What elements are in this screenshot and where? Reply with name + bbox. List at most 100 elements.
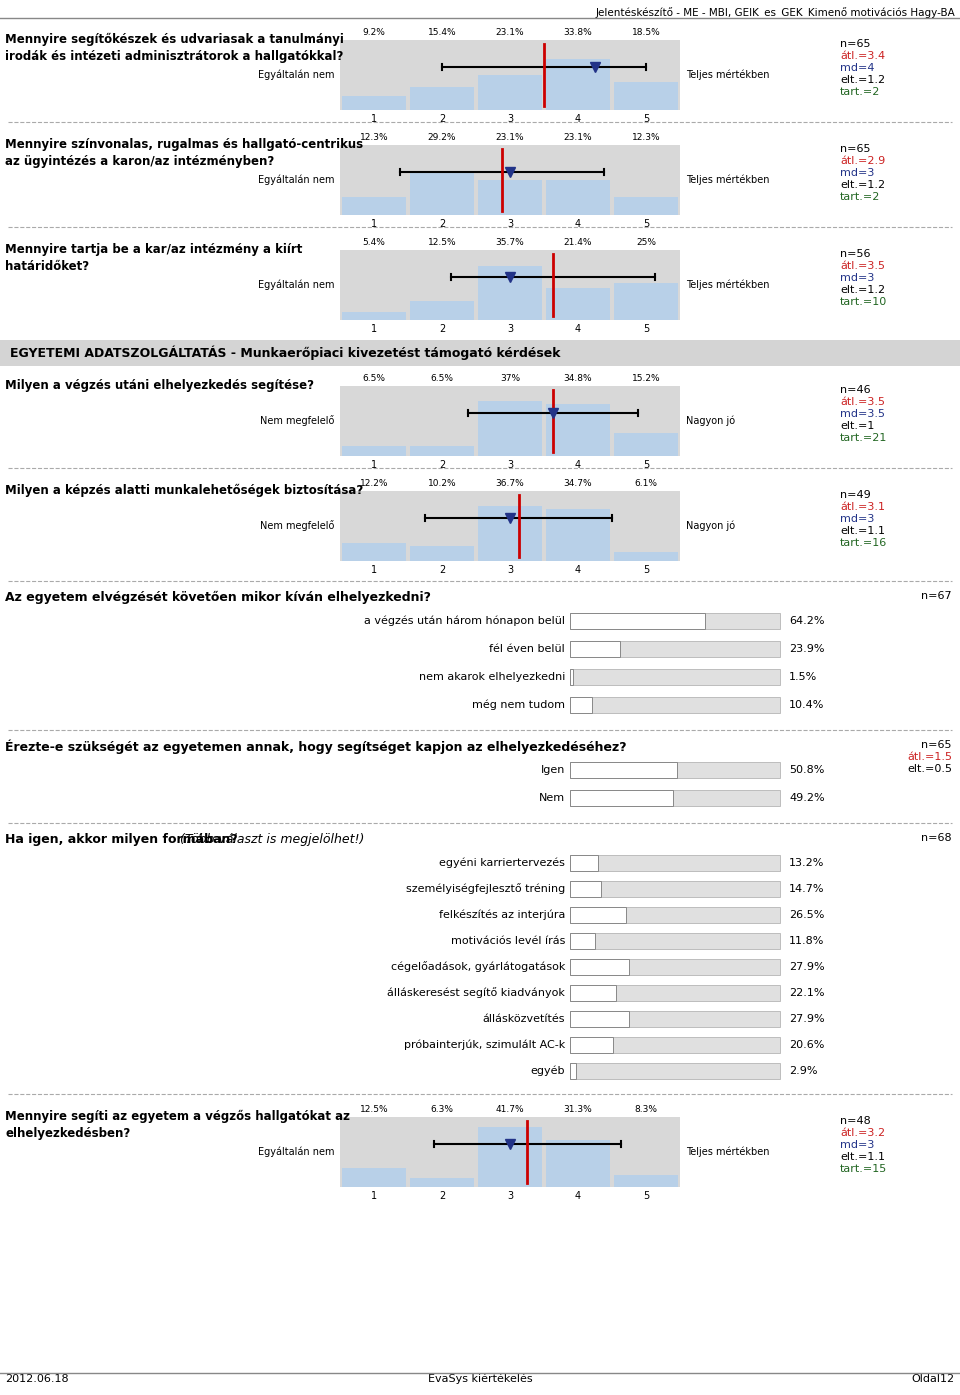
Text: 12.3%: 12.3% [360, 133, 388, 142]
Bar [340, 145, 680, 215]
Bar [570, 698, 780, 713]
Text: Az egyetem elvégzését követően mikor kíván elhelyezkedni?: Az egyetem elvégzését követően mikor kív… [5, 591, 431, 604]
Text: 1: 1 [371, 565, 377, 575]
Text: Nagyon jó: Nagyon jó [686, 520, 735, 531]
Text: Egyáltalán nem: Egyáltalán nem [257, 1147, 334, 1158]
Bar [342, 1168, 406, 1187]
Text: 5: 5 [643, 219, 649, 229]
Text: állásközvetítés: állásközvetítés [483, 1014, 565, 1024]
Text: 23.1%: 23.1% [564, 133, 592, 142]
Text: n=65: n=65 [922, 739, 952, 751]
Text: 5: 5 [643, 324, 649, 333]
Bar [570, 1063, 576, 1078]
Text: elt.=1: elt.=1 [840, 421, 875, 431]
Bar [570, 855, 598, 870]
Text: próbainterjúk, szimulált AC-k: próbainterjúk, szimulált AC-k [404, 1039, 565, 1050]
Bar [570, 640, 780, 657]
Text: 11.8%: 11.8% [789, 936, 825, 946]
Text: 37%: 37% [500, 374, 520, 384]
Bar [570, 698, 591, 713]
Text: 3: 3 [507, 324, 513, 333]
Text: átl.=3.4: átl.=3.4 [840, 52, 885, 61]
Bar [478, 506, 542, 561]
Text: elt.=0.5: elt.=0.5 [907, 764, 952, 774]
Text: Ha igen, akkor milyen formában?: Ha igen, akkor milyen formában? [5, 833, 238, 845]
Bar [546, 180, 610, 215]
Text: Nem megfelelő: Nem megfelelő [259, 520, 334, 531]
Text: 1: 1 [371, 1191, 377, 1201]
Text: 2: 2 [439, 219, 445, 229]
Bar [410, 301, 474, 319]
Bar [570, 1011, 780, 1027]
Text: 26.5%: 26.5% [789, 910, 825, 919]
Text: Jelentéskészítő - ME - MBI, GEIK_es_GEK_Kimenő motivációs Hagy-BA: Jelentéskészítő - ME - MBI, GEIK_es_GEK_… [595, 7, 955, 20]
Text: n=46: n=46 [840, 385, 871, 395]
Text: Nem: Nem [539, 792, 565, 804]
Bar [570, 612, 705, 629]
Text: Teljes mértékben: Teljes mértékben [686, 1147, 770, 1158]
Bar [410, 172, 474, 215]
Text: n=49: n=49 [840, 490, 871, 499]
Text: egyéni karriertervezés: egyéni karriertervezés [439, 858, 565, 868]
Bar [614, 552, 678, 561]
Text: fél éven belül: fél éven belül [490, 644, 565, 654]
Text: 5: 5 [643, 1191, 649, 1201]
Text: 14.7%: 14.7% [789, 884, 825, 894]
Bar [570, 907, 626, 923]
Bar [478, 75, 542, 110]
Text: átl.=3.5: átl.=3.5 [840, 398, 885, 407]
Text: 29.2%: 29.2% [428, 133, 456, 142]
Text: 5: 5 [643, 114, 649, 124]
Text: elt.=1.1: elt.=1.1 [840, 526, 885, 536]
Text: Egyáltalán nem: Egyáltalán nem [257, 174, 334, 186]
Text: 27.9%: 27.9% [789, 1014, 825, 1024]
Text: 3: 3 [507, 1191, 513, 1201]
Text: nem akarok elhelyezkedni: nem akarok elhelyezkedni [419, 672, 565, 682]
Text: Egyáltalán nem: Egyáltalán nem [257, 280, 334, 290]
Bar [570, 762, 780, 778]
Text: tart.=10: tart.=10 [840, 297, 887, 307]
Bar [570, 670, 573, 685]
Bar [342, 543, 406, 561]
Text: 10.2%: 10.2% [428, 478, 456, 488]
Text: 23.1%: 23.1% [495, 133, 524, 142]
Text: 3: 3 [507, 460, 513, 470]
Text: 6.3%: 6.3% [430, 1105, 453, 1115]
Text: 2: 2 [439, 114, 445, 124]
Text: személyiségfejlesztő tréning: személyiségfejlesztő tréning [406, 883, 565, 894]
Text: tart.=2: tart.=2 [840, 193, 880, 202]
Text: 50.8%: 50.8% [789, 764, 825, 776]
Text: n=68: n=68 [922, 833, 952, 843]
Bar [570, 985, 616, 1002]
Bar [410, 86, 474, 110]
Bar [614, 1175, 678, 1187]
Text: 15.4%: 15.4% [428, 28, 456, 38]
Text: 1.5%: 1.5% [789, 672, 817, 682]
Text: 12.5%: 12.5% [428, 239, 456, 247]
Text: 13.2%: 13.2% [789, 858, 825, 868]
Text: átl.=1.5: átl.=1.5 [907, 752, 952, 762]
Text: md=3.5: md=3.5 [840, 409, 885, 418]
Bar [478, 180, 542, 215]
Text: 64.2%: 64.2% [789, 617, 825, 626]
Text: 1: 1 [371, 114, 377, 124]
Bar [570, 790, 673, 806]
Text: átl.=3.1: átl.=3.1 [840, 502, 885, 512]
Text: md=4: md=4 [840, 63, 875, 73]
Bar [340, 386, 680, 456]
Bar [570, 762, 677, 778]
Text: md=3: md=3 [840, 1140, 875, 1149]
Text: 22.1%: 22.1% [789, 988, 825, 997]
Text: egyéb: egyéb [531, 1066, 565, 1077]
Text: felkészítés az interjúra: felkészítés az interjúra [439, 910, 565, 921]
Bar [570, 1036, 780, 1053]
Bar [570, 1011, 629, 1027]
Text: 34.7%: 34.7% [564, 478, 592, 488]
Text: 12.3%: 12.3% [632, 133, 660, 142]
Bar [342, 96, 406, 110]
Bar [570, 985, 780, 1002]
Bar [340, 250, 680, 319]
Bar [478, 266, 542, 319]
Text: Egyáltalán nem: Egyáltalán nem [257, 70, 334, 81]
Bar [546, 509, 610, 561]
